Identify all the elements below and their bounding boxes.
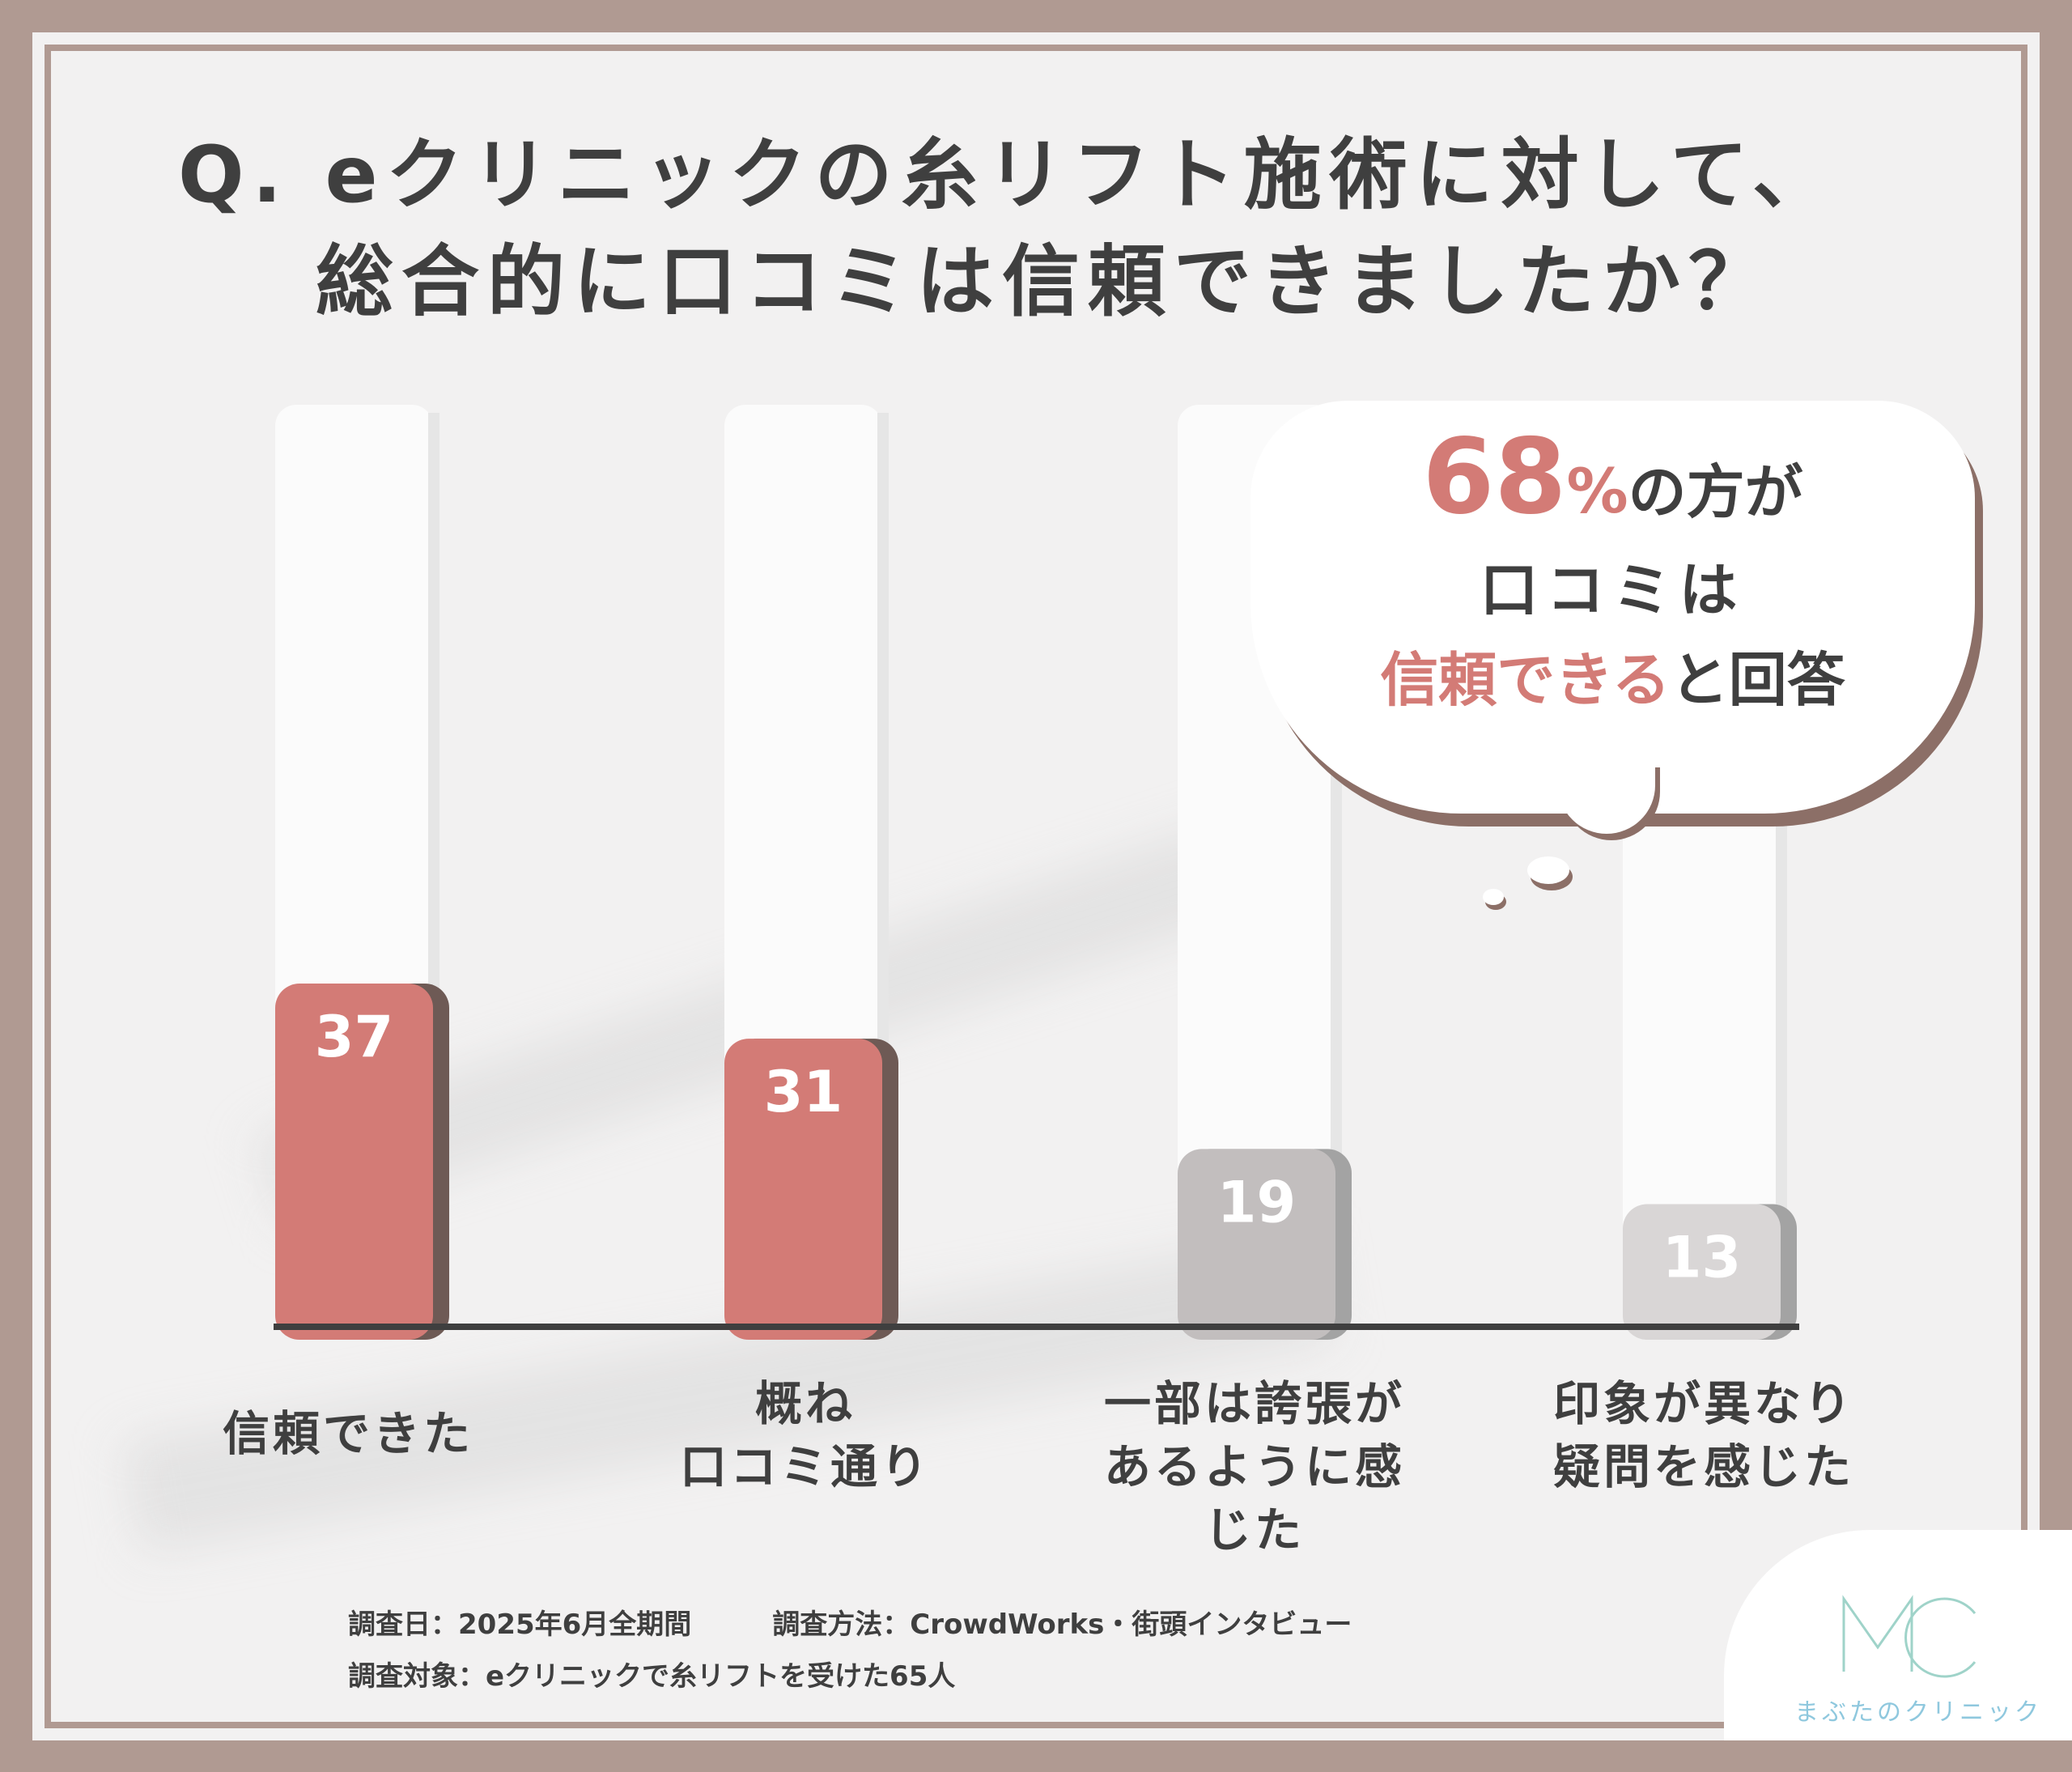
survey-date: 調査日：2025年6月全期間	[348, 1608, 692, 1641]
frame-border	[45, 45, 2027, 1728]
callout-bubble	[1250, 401, 1975, 814]
x-tick-label-line: 概ね	[754, 1376, 856, 1431]
callout-text: 68%の方が 口コミは 信頼できると回答	[1250, 425, 1975, 725]
x-axis-baseline	[274, 1324, 1799, 1330]
callout-dot	[1527, 856, 1569, 884]
bar-value-label: 31	[764, 1059, 843, 1125]
x-tick-label: 印象が異なり 疑問を感じた	[1534, 1372, 1874, 1498]
mc-logo-icon	[1842, 1595, 1976, 1678]
callout-percent-number: 68	[1422, 417, 1567, 538]
survey-method: 調査方法：CrowdWorks・街頭インタビュー	[772, 1608, 1352, 1641]
survey-target: 調査対象：eクリニックで糸リフトを受けた65人	[348, 1660, 956, 1693]
callout-line1-suffix: の方が	[1628, 458, 1803, 526]
x-tick-label-line: 一部は誇張が	[1103, 1376, 1405, 1431]
survey-footer: 調査日：2025年6月全期間 調査方法：CrowdWorks・街頭インタビュー 調…	[348, 1599, 1433, 1702]
callout-percent-symbol: %	[1566, 455, 1628, 527]
bar-value-label: 37	[315, 1004, 393, 1070]
x-tick-label: 信頼できた	[178, 1402, 518, 1465]
bar	[724, 1039, 882, 1340]
callout-line2: 口コミは	[1480, 556, 1746, 624]
callout-dot	[1483, 889, 1504, 905]
x-tick-label-line: 印象が異なり	[1552, 1376, 1854, 1431]
logo-background	[1724, 1530, 2072, 1740]
x-tick-label: 一部は誇張があるように感じた	[1085, 1372, 1424, 1562]
title-line-1: Q. eクリニックの糸リフト施術に対して、	[178, 130, 1838, 220]
chart-title: Q. eクリニックの糸リフト施術に対して、 総合的に口コミは信頼できましたか？	[178, 121, 1878, 335]
bar-value-label: 19	[1217, 1169, 1296, 1235]
bar-value-label: 13	[1662, 1224, 1741, 1290]
x-tick-label-line: 疑問を感じた	[1552, 1439, 1854, 1494]
callout-line3-accent: 信頼できる	[1380, 646, 1671, 714]
bar	[1623, 1204, 1781, 1340]
logo-text: まぶたのクリニック	[1794, 1698, 2042, 1727]
x-tick-label-line: 口コミ通り	[679, 1439, 931, 1494]
bar	[275, 984, 433, 1340]
x-tick-label: 概ね 口コミ通り	[635, 1372, 975, 1498]
x-tick-label-line: あるように感じた	[1103, 1439, 1405, 1557]
x-tick-label-line: 信頼できた	[222, 1406, 473, 1461]
title-line-2: 総合的に口コミは信頼できましたか？	[316, 236, 1774, 327]
callout-line3-suffix: と回答	[1670, 646, 1845, 714]
bar	[1178, 1149, 1335, 1340]
